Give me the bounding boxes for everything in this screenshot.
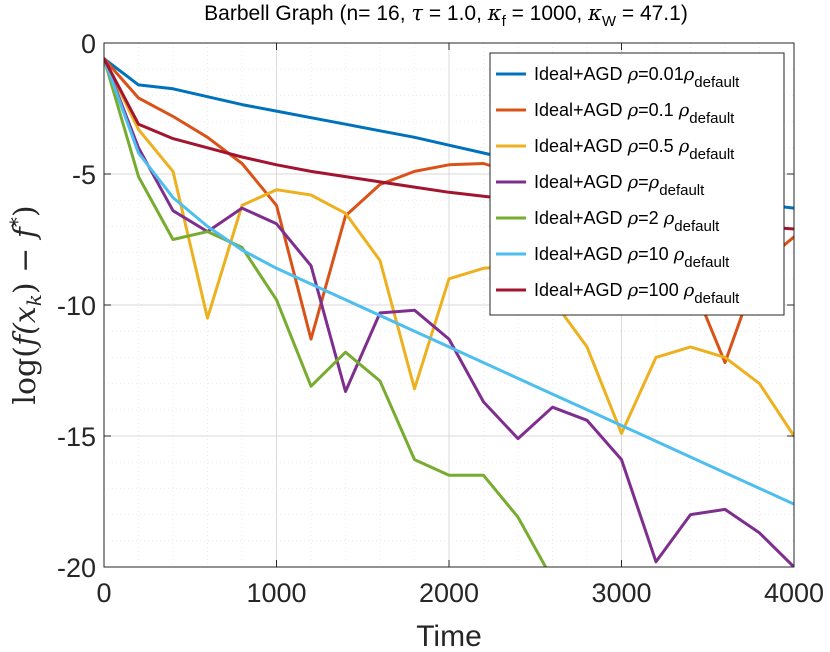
- legend-entry: Ideal+AGD ρ=10 ρdefault: [496, 244, 730, 271]
- legend-entry: Ideal+AGD ρ=0.1 ρdefault: [496, 100, 735, 127]
- legend: Ideal+AGD ρ=0.01ρdefault Ideal+AGD ρ=0.1 …: [489, 52, 785, 316]
- tick-marks: [103, 42, 795, 568]
- legend-label: Ideal+AGD ρ=10 ρdefault: [534, 244, 730, 271]
- legend-label: Ideal+AGD ρ=0.5 ρdefault: [534, 136, 735, 163]
- legend-entry: Ideal+AGD ρ=ρdefault: [496, 172, 705, 199]
- y-tick-label: -15: [57, 422, 96, 452]
- y-axis-label: log(f(xk) − f*): [5, 205, 46, 404]
- y-tick-label: -20: [57, 553, 96, 583]
- series-line-5: [104, 57, 548, 567]
- y-tick-label: 0: [81, 29, 96, 59]
- legend-entry: Ideal+AGD ρ=0.01ρdefault: [496, 64, 740, 91]
- series-line-4: [104, 57, 794, 567]
- y-tick-label: -5: [72, 160, 96, 190]
- legend-label: Ideal+AGD ρ=100 ρdefault: [534, 280, 740, 307]
- series-line-6: [104, 57, 794, 506]
- x-tick-label: 4000: [764, 578, 824, 608]
- x-axis-label: Time: [416, 620, 482, 652]
- legend-box: [489, 52, 785, 316]
- legend-label: Ideal+AGD ρ=0.01ρdefault: [534, 64, 740, 91]
- legend-entry: Ideal+AGD ρ=100 ρdefault: [496, 280, 740, 307]
- x-tick-label: 3000: [591, 578, 651, 608]
- chart-title: Barbell Graph (n= 16, τ = 1.0, κf = 1000…: [204, 1, 688, 30]
- legend-entry: Ideal+AGD ρ=0.5 ρdefault: [496, 136, 735, 163]
- legend-entry: Ideal+AGD ρ=2 ρdefault: [496, 208, 720, 235]
- series-line-3: [104, 57, 794, 438]
- y-tick-label: -10: [57, 291, 96, 321]
- x-tick-label: 1000: [246, 578, 306, 608]
- x-tick-label: 0: [96, 578, 111, 608]
- x-tick-label: 2000: [419, 578, 479, 608]
- legend-label: Ideal+AGD ρ=0.1 ρdefault: [534, 100, 735, 127]
- legend-label: Ideal+AGD ρ=ρdefault: [534, 172, 705, 199]
- legend-label: Ideal+AGD ρ=2 ρdefault: [534, 208, 720, 235]
